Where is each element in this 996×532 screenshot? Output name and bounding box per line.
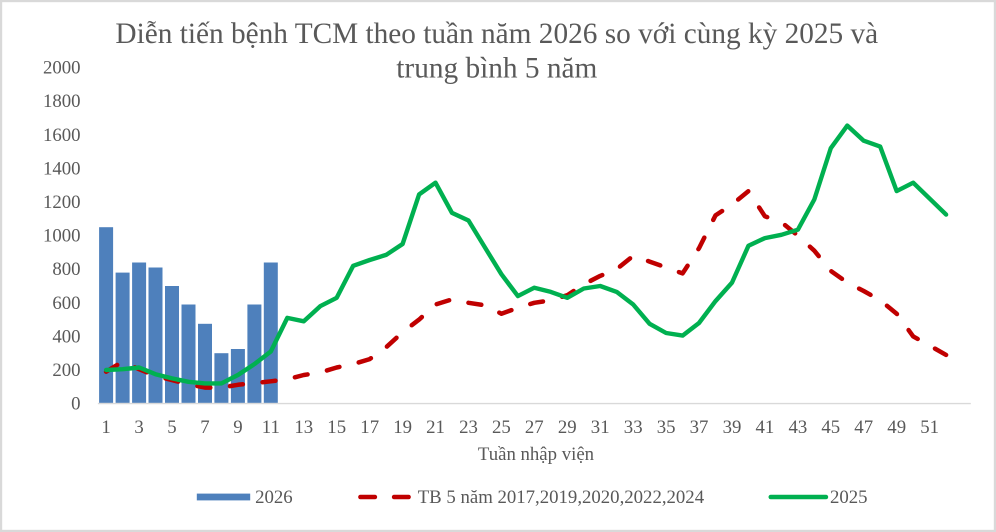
svg-text:0: 0 [71,394,80,415]
svg-text:1800: 1800 [43,91,81,112]
svg-text:29: 29 [558,417,577,438]
svg-text:45: 45 [821,417,840,438]
svg-text:9: 9 [233,417,242,438]
svg-text:Tuần nhập viện: Tuần nhập viện [478,444,595,465]
svg-text:27: 27 [525,417,544,438]
svg-text:35: 35 [657,417,676,438]
svg-text:800: 800 [52,259,80,280]
svg-text:1600: 1600 [43,125,81,146]
svg-text:11: 11 [262,417,280,438]
svg-text:TB 5 năm 2017,2019,2020,2022,2: TB 5 năm 2017,2019,2020,2022,2024 [418,487,705,508]
svg-text:Diễn tiến bệnh TCM theo tuần n: Diễn tiến bệnh TCM theo tuần năm 2026 so… [115,18,878,50]
svg-text:31: 31 [591,417,610,438]
svg-text:43: 43 [789,417,808,438]
svg-text:37: 37 [690,417,709,438]
svg-text:1000: 1000 [43,226,81,247]
svg-text:1200: 1200 [43,192,81,213]
svg-text:1: 1 [101,417,110,438]
svg-text:400: 400 [52,326,80,347]
svg-text:200: 200 [52,360,80,381]
svg-text:15: 15 [327,417,346,438]
svg-text:7: 7 [200,417,209,438]
svg-text:25: 25 [492,417,511,438]
svg-text:2026: 2026 [255,487,293,508]
svg-text:3: 3 [134,417,143,438]
svg-text:33: 33 [624,417,643,438]
svg-text:17: 17 [360,417,379,438]
svg-text:47: 47 [854,417,873,438]
svg-text:21: 21 [426,417,445,438]
svg-text:13: 13 [294,417,313,438]
svg-text:1400: 1400 [43,158,81,179]
svg-text:39: 39 [723,417,742,438]
svg-text:2000: 2000 [43,58,81,79]
svg-text:5: 5 [167,417,176,438]
svg-text:600: 600 [52,293,80,314]
svg-text:41: 41 [756,417,775,438]
svg-text:51: 51 [920,417,939,438]
svg-text:19: 19 [393,417,412,438]
svg-text:2025: 2025 [830,487,868,508]
svg-text:49: 49 [887,417,906,438]
svg-text:trung bình 5 năm: trung bình 5 năm [396,52,597,84]
svg-text:23: 23 [459,417,478,438]
